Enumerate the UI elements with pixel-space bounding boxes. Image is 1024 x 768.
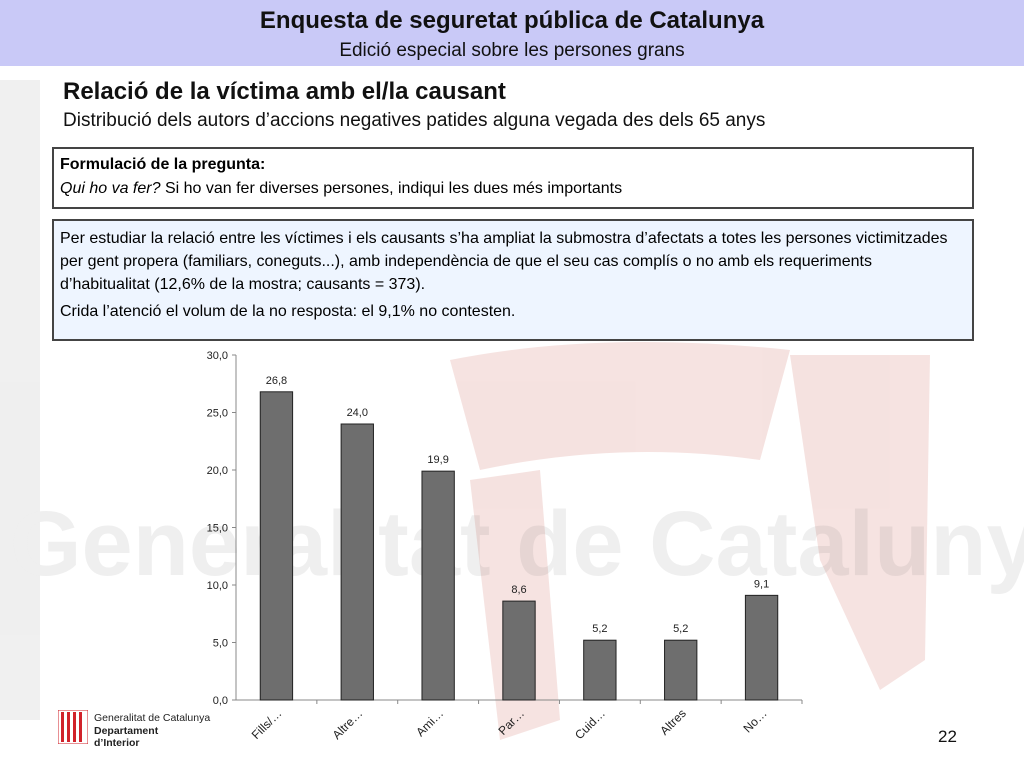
footer-logo: Generalitat de Catalunya Departament d’I…: [57, 709, 258, 750]
generalitat-logo-icon: [57, 709, 89, 745]
question-rest: Si ho van fer diverses persones, indiqui…: [164, 180, 623, 197]
footer-dept: Departament d’Interior: [94, 725, 159, 749]
question-text: Qui ho va fer? Si ho van fer diverses pe…: [60, 177, 966, 201]
category-label: Altre…: [330, 706, 366, 742]
data-label: 19,9: [427, 454, 448, 466]
bar: [744, 594, 779, 701]
data-label: 24,0: [347, 407, 368, 419]
bar: [664, 639, 698, 701]
y-tick-label: 30,0: [207, 350, 228, 362]
section-subtitle: Distribució dels autors d’accions negati…: [63, 110, 766, 131]
section-title: Relació de la víctima amb el/la causant: [63, 78, 506, 105]
note-paragraph-1: Per estudiar la relació entre les víctim…: [60, 230, 948, 293]
y-tick-label: 5,0: [213, 638, 228, 650]
page-number: 22: [938, 727, 957, 746]
data-label: 26,8: [266, 375, 287, 387]
data-label: 9,1: [754, 578, 769, 590]
bar: [583, 639, 617, 701]
header-title: Enquesta de seguretat pública de Catalun…: [259, 7, 765, 34]
bar: [259, 391, 294, 701]
y-tick-label: 20,0: [207, 465, 228, 477]
note-paragraph-2: Crida l’atenció el volum de la no respos…: [60, 303, 516, 320]
bar: [421, 470, 455, 701]
data-label: 8,6: [511, 584, 526, 596]
category-label: Ami…: [413, 706, 446, 739]
slide-header: Enquesta de seguretat pública de Catalun…: [0, 0, 1024, 66]
category-label: Par…: [496, 706, 528, 738]
bar: [502, 600, 536, 701]
bar: [340, 423, 374, 701]
question-heading: Formulació de la pregunta:: [60, 156, 266, 173]
y-tick-label: 0,0: [213, 695, 228, 707]
header-subtitle: Edició especial sobre les persones grans: [339, 40, 685, 61]
note-box: Per estudiar la relació entre les víctim…: [52, 219, 974, 341]
data-label: 5,2: [673, 623, 688, 635]
category-label: No…: [740, 706, 769, 735]
data-label: 5,2: [592, 623, 607, 635]
y-tick-label: 15,0: [207, 523, 228, 535]
y-tick-label: 10,0: [207, 580, 228, 592]
question-italic: Qui ho va fer?: [60, 180, 161, 197]
category-label: Cuid…: [572, 706, 608, 742]
footer-org: Generalitat de Catalunya: [94, 712, 211, 724]
bar-chart: 0,05,010,015,020,025,030,026,8Fills/…24,…: [207, 350, 803, 742]
y-tick-label: 25,0: [207, 408, 228, 420]
question-box: Formulació de la pregunta: Qui ho va fer…: [52, 147, 974, 209]
category-label: Altres: [657, 706, 689, 738]
